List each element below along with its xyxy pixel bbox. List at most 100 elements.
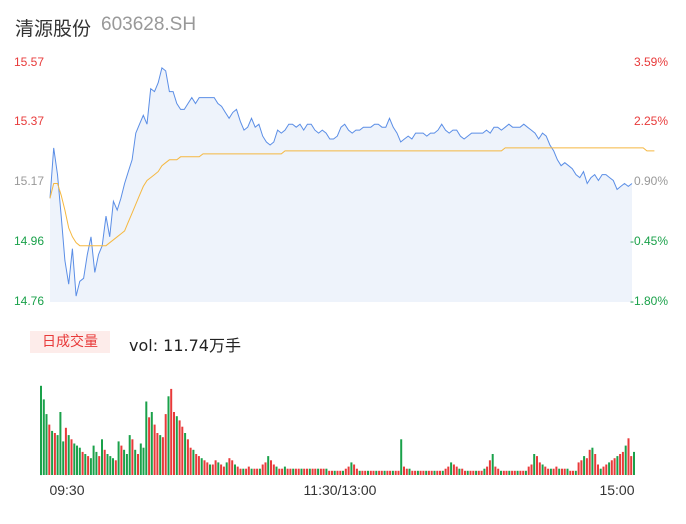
average-price-line [49, 147, 655, 247]
volume-bar [547, 468, 550, 475]
volume-bar [497, 468, 500, 475]
volume-bar [403, 466, 405, 475]
volume-bar [62, 441, 65, 475]
volume-bar [621, 451, 624, 475]
volume-bar [516, 470, 519, 475]
volume-bar [328, 470, 331, 475]
volume-bar [549, 468, 552, 475]
volume-bar [544, 466, 547, 475]
volume-bar [483, 468, 486, 475]
volume-bar [505, 470, 508, 475]
volume-bar [195, 454, 198, 475]
volume-bar [602, 466, 605, 475]
volume-bar [616, 456, 619, 475]
volume-bar [347, 466, 350, 475]
volume-bar [333, 470, 336, 475]
volume-bar [389, 470, 392, 475]
volume-bar [42, 399, 45, 475]
volume-bar [511, 470, 514, 475]
percent-tick-label: 2.25% [634, 114, 668, 128]
volume-bar [552, 468, 555, 475]
volume-bar [572, 470, 574, 475]
volume-bar [533, 454, 536, 475]
volume-bar [103, 449, 106, 475]
volume-bar [610, 460, 613, 475]
volume-bar [480, 470, 483, 475]
volume-bar [247, 466, 250, 475]
volume-bar [139, 443, 142, 475]
volume-bar [123, 449, 126, 475]
volume-bar [170, 388, 173, 475]
volume-bar [491, 454, 494, 475]
volume-bar [594, 454, 597, 475]
volume-bar [627, 438, 630, 476]
volume-bar [200, 458, 203, 475]
volume-bar [331, 470, 333, 475]
volume-bar [95, 451, 98, 475]
volume-bar [444, 468, 447, 475]
price-tick-label: 15.37 [14, 114, 44, 128]
volume-bar [45, 414, 48, 475]
volume-bar [555, 466, 558, 475]
volume-bar [173, 412, 175, 475]
volume-bar [580, 460, 583, 475]
volume-bar [494, 466, 497, 475]
volume-badge[interactable]: 日成交量 [30, 331, 110, 353]
volume-bar [508, 470, 511, 475]
volume-bar [256, 468, 259, 475]
volume-bar [161, 437, 164, 475]
volume-bar [630, 456, 633, 475]
volume-bar [353, 464, 356, 475]
volume-bar [56, 435, 59, 475]
volume-bar [189, 447, 192, 475]
volume-bar [472, 470, 475, 475]
volume-bar [633, 451, 635, 475]
volume-bar [150, 412, 153, 475]
volume-bar [275, 466, 278, 475]
volume-bar [228, 458, 231, 475]
volume-bar [425, 470, 428, 475]
volume-bar [375, 470, 378, 475]
volume-bar [524, 470, 527, 475]
volume-bar [283, 466, 286, 475]
volume-bar [178, 420, 181, 475]
volume-bar [383, 470, 386, 475]
volume-bar [167, 396, 170, 476]
volume-bar [397, 470, 400, 475]
volume-bar [336, 470, 339, 475]
volume-bar [59, 412, 62, 475]
volume-bar [148, 417, 151, 476]
volume-bar [159, 435, 162, 475]
volume-bar [214, 460, 217, 475]
volume-bar [527, 466, 530, 475]
volume-bar [394, 470, 397, 475]
time-tick-label: 15:00 [599, 482, 634, 498]
volume-bar [87, 456, 90, 475]
volume-bar [142, 447, 145, 475]
volume-bar [217, 462, 220, 475]
percent-tick-label: 0.90% [634, 174, 668, 188]
volume-bar [344, 468, 347, 475]
volume-bar [184, 433, 187, 475]
volume-bar [281, 468, 284, 475]
volume-bar [222, 466, 225, 475]
volume-bar [231, 460, 234, 475]
volume-bar [78, 447, 81, 475]
volume-bar [297, 468, 300, 475]
volume-bar [92, 445, 95, 475]
volume-bar [430, 470, 433, 475]
volume-bar [267, 456, 270, 475]
volume-bar [419, 470, 422, 475]
volume-bar [458, 468, 461, 475]
time-tick-label: 11:30/13:00 [304, 482, 377, 498]
volume-bar [536, 456, 538, 475]
volume-bar [197, 456, 200, 475]
volume-bar [242, 468, 245, 475]
volume-bar [361, 470, 364, 475]
volume-bar [613, 458, 616, 475]
volume-bar [106, 454, 109, 475]
volume-bar [408, 468, 411, 475]
volume-bar [477, 470, 480, 475]
percent-tick-label: -0.45% [630, 234, 668, 248]
volume-bar [566, 468, 569, 475]
